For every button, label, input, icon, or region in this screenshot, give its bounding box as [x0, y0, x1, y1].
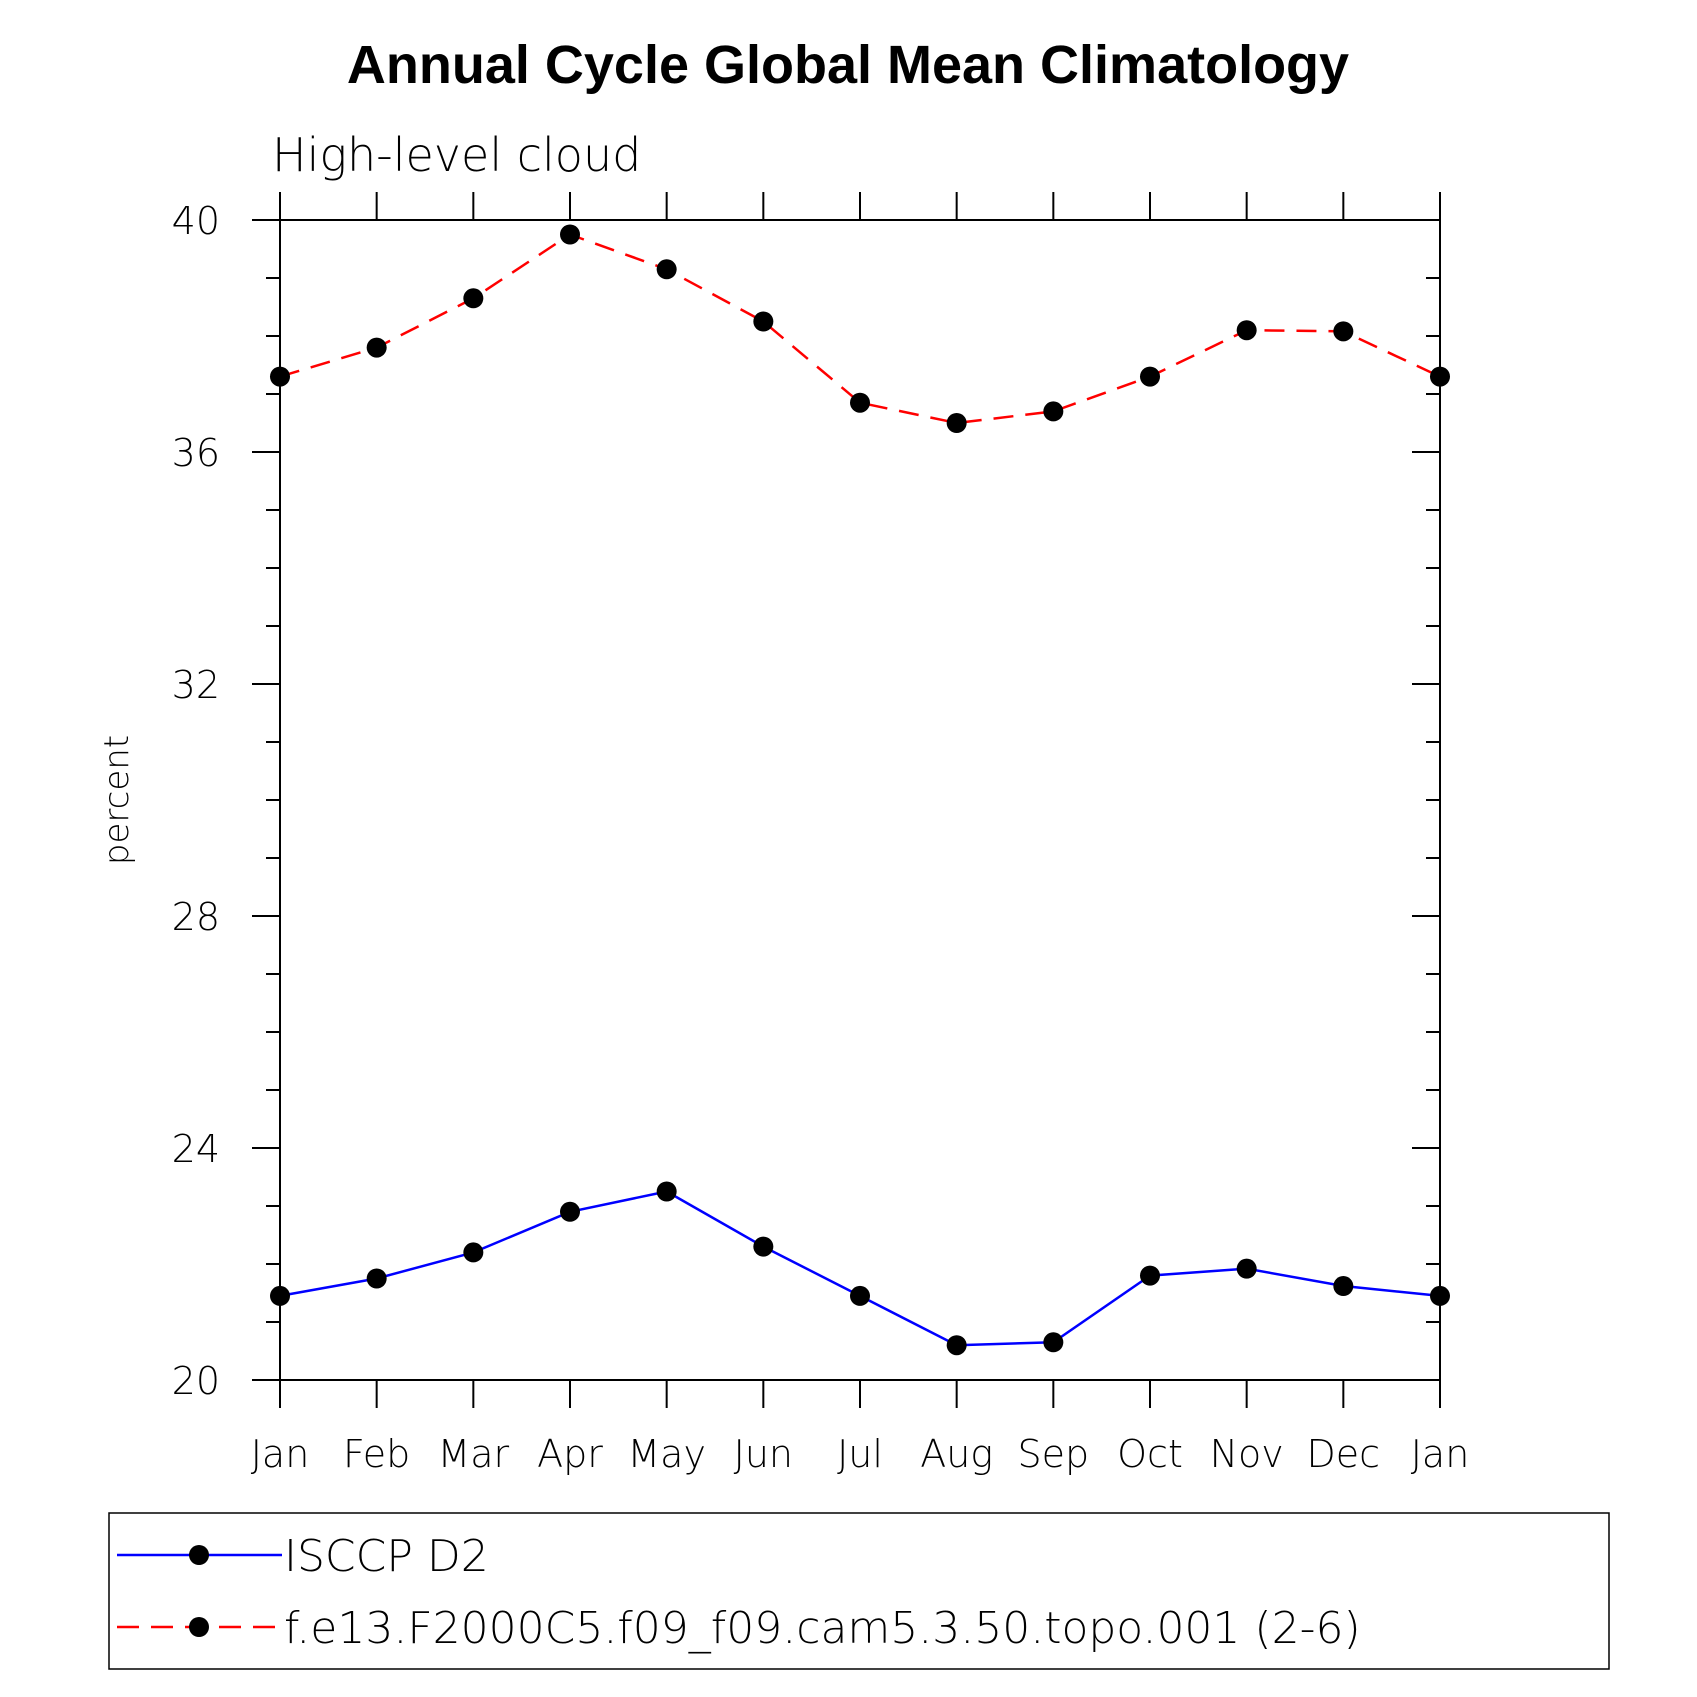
y-tick-label: 20	[172, 1359, 220, 1403]
y-tick-labels: 20 24 28 32 36 40	[172, 199, 220, 1403]
series-line	[279, 1190, 1441, 1347]
data-point	[463, 288, 484, 309]
series-layer	[270, 224, 1450, 1356]
x-tick-label: Nov	[1210, 1432, 1284, 1476]
data-point	[1333, 1276, 1354, 1297]
data-point	[850, 392, 870, 413]
data-point	[560, 1201, 580, 1222]
x-tick-label: Mar	[437, 1432, 509, 1476]
data-point	[753, 311, 774, 332]
y-tick-label: 32	[172, 663, 220, 707]
y-tick-label: 40	[172, 199, 220, 243]
plot-frame	[279, 219, 1441, 1381]
x-tick-label: Dec	[1307, 1432, 1381, 1476]
data-point	[1043, 401, 1064, 422]
x-tick-label: Jan	[251, 1432, 310, 1476]
x-tick-label: Jan	[1411, 1432, 1470, 1476]
legend-label: ISCCP D2	[284, 1531, 489, 1582]
y-axis-label: percent	[97, 735, 137, 865]
y-tick-label: 28	[172, 895, 220, 939]
legend-marker	[189, 1617, 209, 1637]
x-tick-labels: Jan Feb Mar Apr May Jun Jul Aug Sep Oct Nov Dec Jan	[251, 1432, 1470, 1476]
x-tick-label: Jun	[734, 1432, 793, 1476]
series-2	[270, 224, 1450, 433]
data-point	[656, 1181, 677, 1202]
data-point	[850, 1285, 870, 1306]
data-point	[463, 1242, 484, 1263]
data-point	[656, 259, 677, 280]
legend-marker	[189, 1545, 209, 1565]
legend-box	[108, 1512, 1610, 1670]
x-tick-label: Aug	[920, 1432, 993, 1476]
data-point	[366, 337, 387, 358]
legend-label: f.e13.F2000C5.f09_f09.cam5.3.50.topo.001…	[284, 1603, 1361, 1654]
data-point	[366, 1268, 387, 1289]
data-point	[753, 1236, 774, 1257]
x-tick-label: Jul	[837, 1432, 883, 1476]
chart-subtitle: High-level cloud	[272, 128, 641, 182]
data-point	[946, 1335, 967, 1356]
data-point	[1043, 1332, 1064, 1353]
x-tick-label: Feb	[343, 1432, 410, 1476]
y-tick-label: 24	[172, 1127, 220, 1171]
data-point	[946, 413, 967, 433]
series-1	[270, 1181, 1450, 1356]
data-point	[1333, 321, 1354, 342]
x-tick-label: Oct	[1117, 1432, 1183, 1476]
legend: ISCCP D2 f.e13.F2000C5.f09_f09.cam5.3.50.…	[108, 1512, 1610, 1670]
data-point	[1140, 366, 1160, 387]
data-point	[1236, 1258, 1257, 1279]
data-point	[1236, 320, 1257, 341]
data-point	[560, 224, 580, 245]
x-tick-label: May	[627, 1432, 706, 1476]
chart-title: Annual Cycle Global Mean Climatology	[347, 35, 1349, 95]
data-point	[1140, 1265, 1160, 1286]
x-tick-label: Sep	[1018, 1432, 1090, 1476]
x-tick-label: Apr	[537, 1432, 603, 1476]
legend-items: ISCCP D2 f.e13.F2000C5.f09_f09.cam5.3.50.…	[117, 1531, 1361, 1654]
axis-ticks	[252, 192, 1441, 1408]
y-tick-label: 36	[172, 431, 220, 475]
